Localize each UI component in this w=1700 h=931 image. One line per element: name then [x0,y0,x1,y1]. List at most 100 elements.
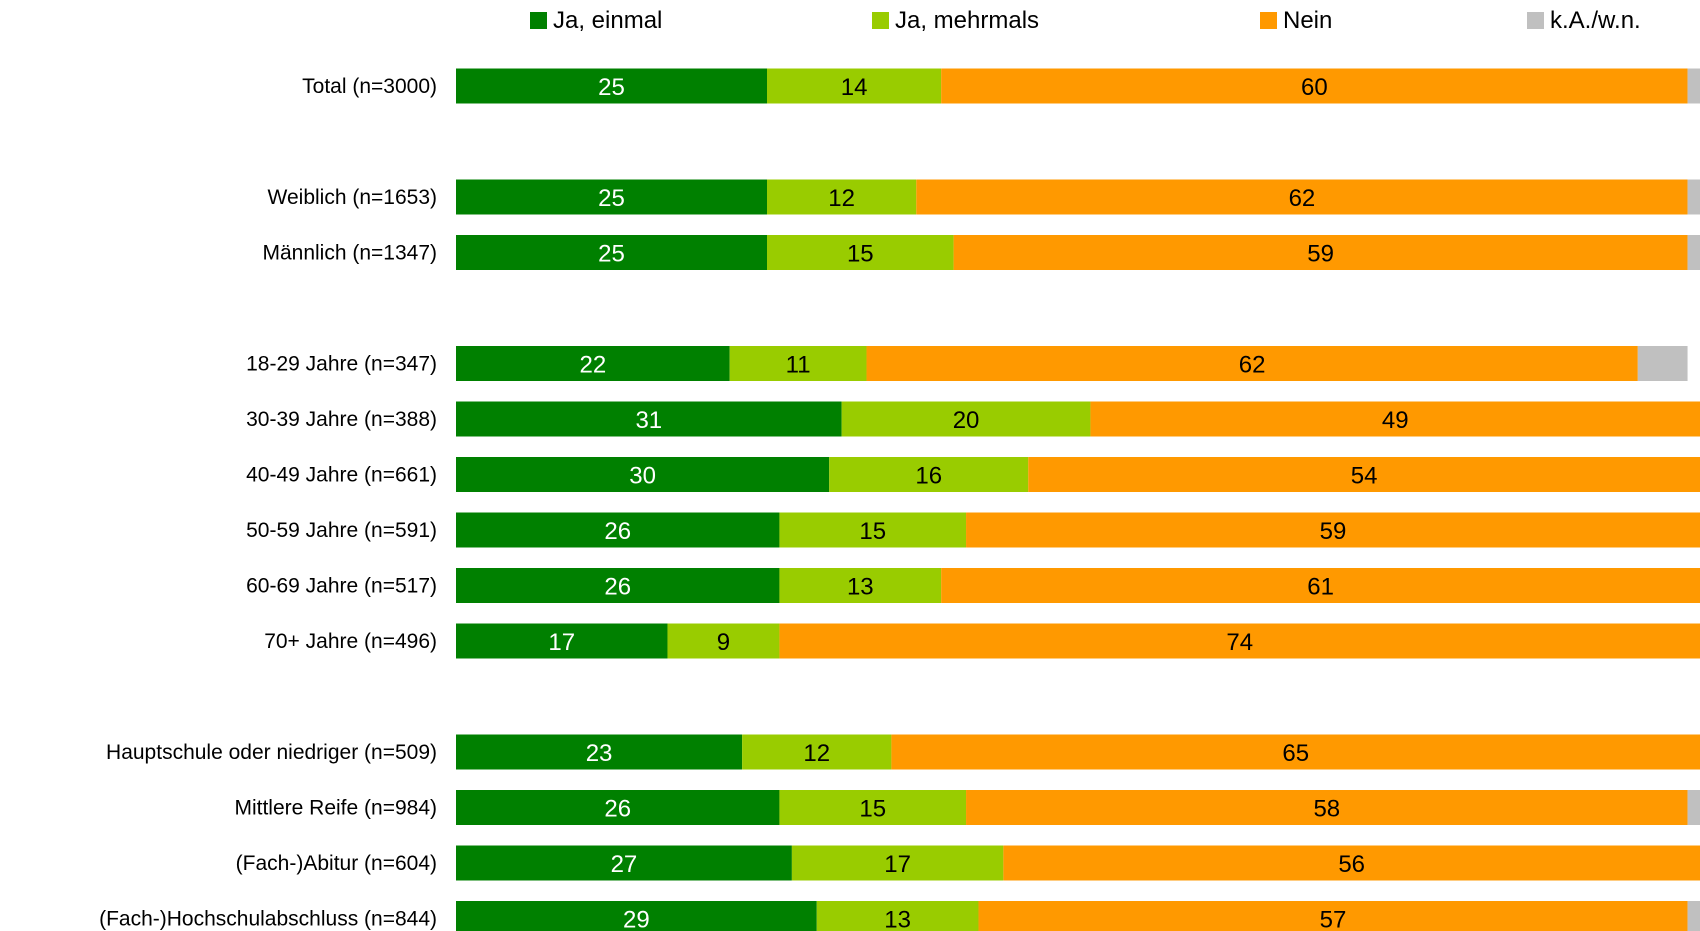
bar-segment-ja-mehrmals [841,401,1091,437]
bar-segment-ja-einmal [456,235,767,270]
data-label-ja-einmal: 23 [586,740,613,767]
bar-segment-ja-einmal [456,734,743,770]
data-label-nein: 54 [1351,463,1378,490]
data-label-ja-mehrmals: 12 [828,185,855,212]
data-label-nein: 58 [1313,796,1340,823]
data-label-ja-mehrmals: 15 [847,241,874,268]
legend-item-k-a-w-n: k.A./w.n. [1527,7,1641,34]
bar-row-weiblich-n-1653: Weiblich (n=1653) 25 12 62 [268,179,1700,215]
bar-segment-ja-einmal [456,457,830,492]
bar-segment-k-a-w-n [1687,68,1700,104]
legend-item-nein: Nein [1260,7,1332,34]
data-label-ja-mehrmals: 13 [884,907,911,931]
bar-segment-ja-mehrmals [767,179,917,215]
bar-segment-k-a-w-n [1687,235,1700,270]
data-label-ja-einmal: 26 [604,796,631,823]
bar-segment-ja-mehrmals [779,568,942,603]
bar-row-m-nnlich-n-1347: Männlich (n=1347) 25 15 59 [262,235,1700,270]
bar-segment-ja-mehrmals [729,346,867,381]
data-label-ja-einmal: 17 [548,629,575,656]
bar-segment-nein [779,623,1700,659]
data-label-ja-einmal: 27 [611,851,638,878]
category-label: 50-59 Jahre (n=591) [246,519,437,542]
bar-segment-nein [953,235,1688,270]
bar-row-18-29-jahre-n-347: 18-29 Jahre (n=347) 22 11 62 [246,346,1688,381]
data-label-ja-einmal: 31 [635,407,662,434]
bar-segment-nein [866,346,1638,381]
data-label-ja-mehrmals: 9 [717,629,730,656]
data-label-nein: 65 [1282,740,1309,767]
bar-segment-nein [941,68,1688,104]
data-label-ja-einmal: 25 [598,241,625,268]
bar-segment-ja-mehrmals [767,68,942,104]
data-label-nein: 56 [1338,851,1365,878]
bar-row-40-49-jahre-n-661: 40-49 Jahre (n=661) 30 16 54 [246,457,1700,492]
data-label-ja-mehrmals: 13 [847,574,874,601]
legend: Ja, einmal Ja, mehrmals Nein k.A./w.n. [530,7,1641,34]
data-label-ja-mehrmals: 20 [953,407,980,434]
legend-label: Nein [1283,7,1332,34]
legend-label: k.A./w.n. [1550,7,1641,34]
bar-row-60-69-jahre-n-517: 60-69 Jahre (n=517) 26 13 61 [246,568,1700,603]
data-label-nein: 74 [1226,629,1253,656]
data-label-ja-einmal: 30 [629,463,656,490]
bar-segment-nein [1028,457,1700,492]
bar-segment-nein [966,790,1688,825]
legend-swatch [530,12,547,29]
bar-row-70-jahre-n-496: 70+ Jahre (n=496) 17 9 74 [264,623,1700,659]
data-label-ja-mehrmals: 11 [786,352,811,379]
data-label-ja-einmal: 26 [604,518,631,545]
data-label-nein: 61 [1307,574,1334,601]
bar-segment-ja-mehrmals [791,845,1004,881]
bar-row-fach-hochschulabschluss-n-844: (Fach-)Hochschulabschluss (n=844) 29 13 57 [99,901,1700,931]
data-label-nein: 60 [1301,74,1328,101]
bar-row-50-59-jahre-n-591: 50-59 Jahre (n=591) 26 15 59 [246,512,1700,548]
bar-segment-ja-einmal [456,623,668,659]
data-label-nein: 62 [1289,185,1316,212]
bar-segment-ja-mehrmals [779,790,967,825]
bar-segment-nein [1090,401,1700,437]
bar-segment-ja-einmal [456,901,817,931]
legend-label: Ja, einmal [553,7,662,34]
data-label-ja-mehrmals: 12 [803,740,830,767]
data-label-ja-mehrmals: 15 [859,796,886,823]
bar-segment-nein [1003,845,1700,881]
bar-segment-ja-einmal [456,346,730,381]
legend-label: Ja, mehrmals [895,7,1039,34]
bar-segment-k-a-w-n [1687,790,1700,825]
data-label-ja-einmal: 22 [579,352,606,379]
category-label: (Fach-)Hochschulabschluss (n=844) [99,908,437,931]
bar-segment-ja-mehrmals [767,235,954,270]
category-label: Mittlere Reife (n=984) [234,797,437,820]
bar-segment-ja-einmal [456,179,767,215]
bar-row-30-39-jahre-n-388: 30-39 Jahre (n=388) 31 20 49 [246,401,1700,437]
data-label-nein: 62 [1239,352,1266,379]
data-label-ja-mehrmals: 15 [859,518,886,545]
data-label-ja-einmal: 25 [598,185,625,212]
data-label-ja-einmal: 26 [604,574,631,601]
bar-segment-ja-mehrmals [667,623,780,659]
category-label: Hauptschule oder niedriger (n=509) [106,741,437,764]
category-label: (Fach-)Abitur (n=604) [236,852,437,875]
data-label-ja-einmal: 25 [598,74,625,101]
legend-item-ja-einmal: Ja, einmal [530,7,662,34]
data-label-nein: 59 [1307,241,1334,268]
chart-rows: Total (n=3000) 25 14 60 Weiblich (n=1653) 25 1… [99,68,1700,931]
data-label-nein: 59 [1320,518,1347,545]
bar-segment-ja-einmal [456,68,767,104]
bar-segment-ja-mehrmals [779,512,967,548]
legend-item-ja-mehrmals: Ja, mehrmals [872,7,1039,34]
category-label: Weiblich (n=1653) [268,186,437,209]
bar-segment-nein [966,512,1700,548]
category-label: Total (n=3000) [302,75,437,98]
bar-segment-ja-einmal [456,401,842,437]
bar-segment-ja-mehrmals [829,457,1029,492]
bar-segment-k-a-w-n [1687,901,1700,931]
bar-segment-ja-einmal [456,568,780,603]
bar-segment-ja-einmal [456,845,792,881]
data-label-ja-mehrmals: 14 [841,74,868,101]
category-label: Männlich (n=1347) [262,242,437,265]
bar-segment-ja-mehrmals [742,734,892,770]
bar-row-total-n-3000: Total (n=3000) 25 14 60 [302,68,1700,104]
legend-swatch [1527,12,1544,29]
